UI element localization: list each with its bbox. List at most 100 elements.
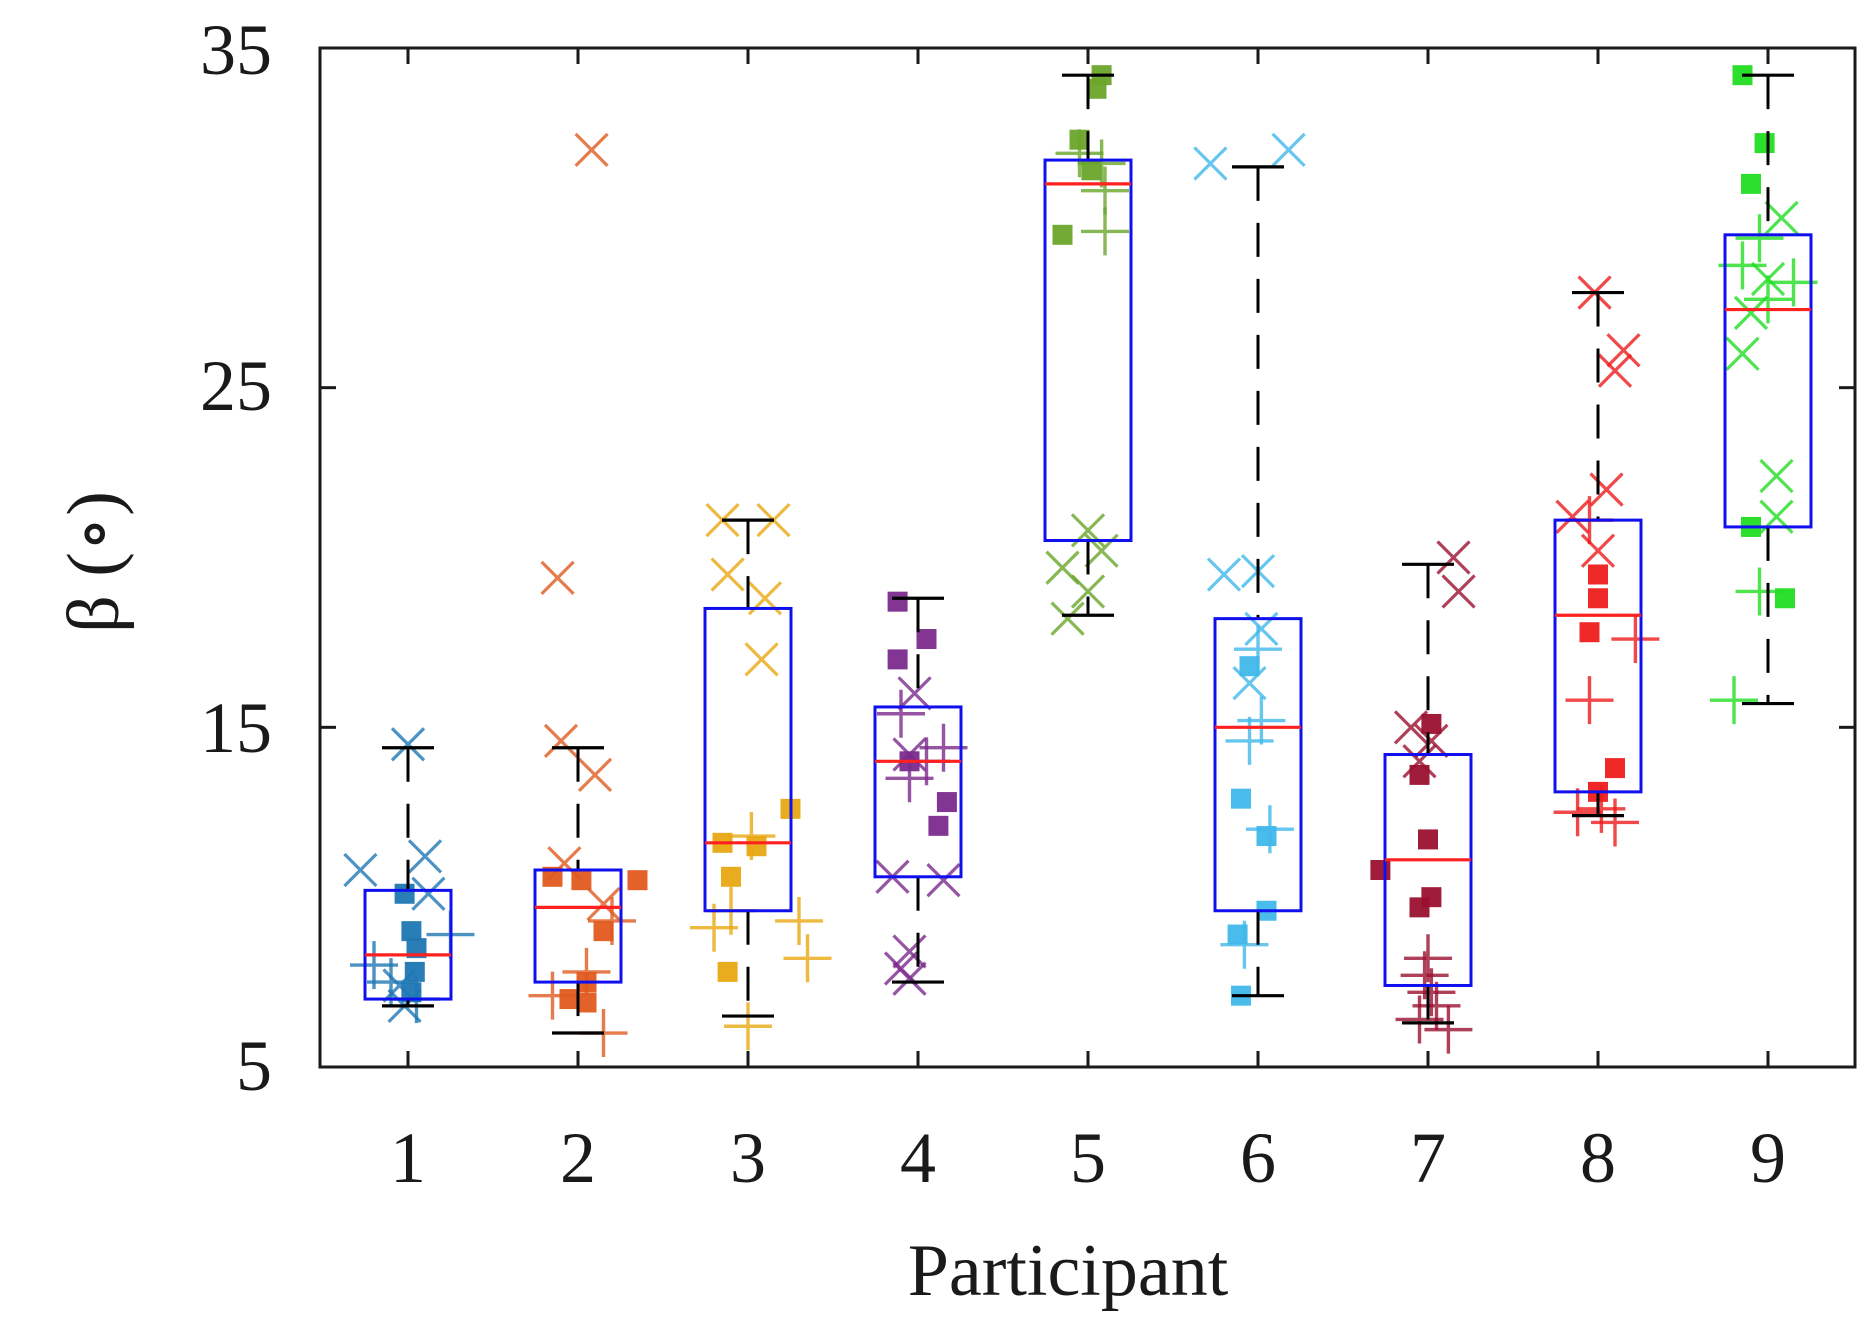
box-8 <box>1553 518 1643 794</box>
point-p7-plus-112 <box>1424 1005 1473 1054</box>
point-p1-x-1 <box>390 727 426 762</box>
axes-layer <box>318 46 1857 1069</box>
point-p1-square-9 <box>404 961 425 982</box>
point-p1-x-2 <box>407 839 443 874</box>
point-p4-x-50 <box>892 934 927 969</box>
x-tick-label-2: 2 <box>560 1118 596 1198</box>
point-p4-square-56 <box>916 629 937 650</box>
y-tick-label-35: 35 <box>200 10 272 90</box>
point-p4-plus-61 <box>877 689 925 738</box>
point-p4-x-53 <box>897 676 932 711</box>
point-p6-square-86 <box>1231 788 1251 809</box>
point-p9-x-133 <box>1725 336 1760 371</box>
point-p3-plus-46 <box>783 934 832 983</box>
x-tick-label-6: 6 <box>1240 1118 1276 1198</box>
point-p7-x-96 <box>1436 540 1471 575</box>
y-tick-label-5: 5 <box>236 1026 272 1106</box>
point-p9-square-140 <box>1775 588 1795 609</box>
point-p8-square-119 <box>1588 564 1608 585</box>
point-p7-square-103 <box>1418 829 1438 850</box>
point-p9-square-138 <box>1741 173 1761 194</box>
x-tick-label-9: 9 <box>1750 1118 1786 1198</box>
point-p9-plus-144 <box>1744 275 1792 324</box>
point-p8-x-117 <box>1555 499 1590 534</box>
point-p2-x-20 <box>586 886 621 922</box>
point-p2-x-16 <box>540 560 575 596</box>
point-p2-x-15 <box>574 132 609 168</box>
plot-layer <box>343 65 1818 1058</box>
point-p8-x-114 <box>1606 333 1641 368</box>
point-p7-x-100 <box>1402 744 1437 779</box>
point-p2-x-18 <box>577 757 613 793</box>
y-tick-label-15: 15 <box>200 688 272 768</box>
point-p6-square-85 <box>1239 656 1260 677</box>
point-p6-x-79 <box>1193 146 1228 181</box>
point-p4-x-49 <box>926 863 961 898</box>
point-p9-square-137 <box>1754 133 1775 154</box>
box-6 <box>1213 617 1303 913</box>
point-p8-x-118 <box>1580 533 1616 568</box>
point-p6-square-89 <box>1227 924 1248 945</box>
point-p1-square-7 <box>401 921 422 942</box>
point-p3-square-41 <box>717 961 738 982</box>
point-p8-plus-126 <box>1565 676 1614 725</box>
point-p1-x-0 <box>343 852 378 888</box>
point-p5-plus-75 <box>1055 129 1104 178</box>
point-p7-square-106 <box>1409 897 1430 918</box>
point-p4-square-55 <box>887 591 908 612</box>
point-p3-x-36 <box>744 642 779 677</box>
x-tick-label-7: 7 <box>1410 1118 1446 1198</box>
point-p3-square-40 <box>721 866 741 887</box>
point-p2-square-21 <box>542 866 563 887</box>
point-p5-square-71 <box>1086 78 1107 99</box>
box-7 <box>1383 753 1473 987</box>
point-p5-plus-77 <box>1081 166 1129 215</box>
box-9 <box>1723 233 1813 529</box>
point-p2-square-24 <box>593 921 614 942</box>
point-p3-plus-44 <box>775 896 823 945</box>
point-p6-plus-91 <box>1234 625 1282 674</box>
point-p2-square-27 <box>576 992 597 1013</box>
point-p8-x-115 <box>1597 353 1633 388</box>
point-p6-x-84 <box>1232 666 1267 701</box>
point-p1-x-3 <box>411 876 446 911</box>
y-axis-title: β (∘) <box>53 491 135 633</box>
point-p7-x-99 <box>1414 723 1449 759</box>
point-p8-square-121 <box>1579 622 1600 643</box>
point-p2-plus-30 <box>528 971 577 1020</box>
point-p2-square-23 <box>627 870 648 891</box>
point-p8-plus-129 <box>1553 788 1602 837</box>
box-3 <box>703 606 793 913</box>
point-p5-x-68 <box>1070 574 1106 609</box>
point-p4-square-58 <box>936 792 957 813</box>
point-p6-plus-92 <box>1237 696 1286 745</box>
x-tick-label-1: 1 <box>390 1118 426 1198</box>
y-tick-label-25: 25 <box>200 346 272 426</box>
point-p7-square-102 <box>1409 764 1430 785</box>
point-p4-x-52 <box>883 951 919 986</box>
point-p9-plus-143 <box>1735 214 1784 263</box>
point-p2-x-17 <box>543 723 579 759</box>
point-p8-square-122 <box>1605 758 1625 779</box>
box-1 <box>363 888 453 1001</box>
box-4 <box>873 705 963 879</box>
point-p2-plus-28 <box>588 896 636 945</box>
y-tick-labels: 35 25 15 5 <box>200 10 272 1106</box>
point-p7-plus-111 <box>1395 995 1444 1044</box>
point-p9-plus-145 <box>1735 567 1784 616</box>
point-p7-square-101 <box>1421 713 1442 734</box>
box-5 <box>1043 158 1133 543</box>
point-p9-x-134 <box>1759 458 1794 494</box>
point-p3-plus-42 <box>727 812 776 861</box>
point-p5-plus-78 <box>1081 207 1129 256</box>
point-p5-x-69 <box>1050 601 1085 636</box>
point-p2-square-22 <box>571 870 592 891</box>
box-2 <box>533 868 623 984</box>
point-p4-square-57 <box>887 649 908 670</box>
point-p7-square-104 <box>1370 859 1391 880</box>
point-p5-plus-76 <box>1077 139 1126 188</box>
x-tick-label-3: 3 <box>730 1118 766 1198</box>
point-p3-x-34 <box>710 557 745 592</box>
point-p9-x-132 <box>1733 295 1769 331</box>
